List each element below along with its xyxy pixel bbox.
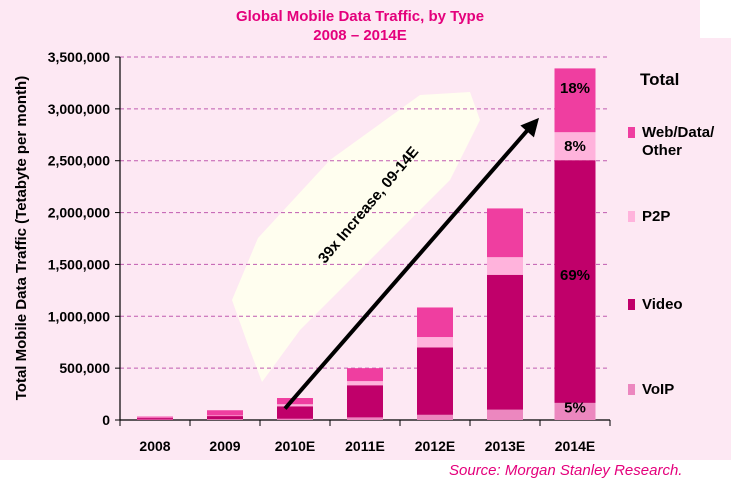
y-tick-label: 3,500,000 bbox=[48, 49, 110, 65]
legend-label: VoIP bbox=[642, 381, 675, 398]
bar-segment bbox=[487, 409, 523, 420]
bar-segment bbox=[277, 404, 313, 407]
legend-swatch bbox=[628, 211, 635, 222]
legend-swatch bbox=[628, 127, 635, 138]
y-axis-label: Total Mobile Data Traffic (Tetabyte per … bbox=[13, 75, 30, 401]
legend-swatch bbox=[628, 384, 635, 395]
bar-segment bbox=[347, 385, 383, 418]
y-tick-label: 3,000,000 bbox=[48, 101, 110, 117]
x-tick-label: 2009 bbox=[209, 438, 240, 454]
x-tick-label: 2014E bbox=[555, 438, 595, 454]
bar-segment bbox=[417, 347, 453, 415]
bar-segment bbox=[137, 419, 173, 420]
data-label-voip: 5% bbox=[564, 400, 586, 417]
bar-segment bbox=[417, 337, 453, 348]
y-tick-label: 500,000 bbox=[59, 360, 110, 376]
bar-segment bbox=[137, 417, 173, 419]
bar-segment bbox=[554, 160, 596, 403]
bar-segment bbox=[487, 208, 523, 258]
bar-segment bbox=[277, 398, 313, 405]
bar-segment bbox=[347, 417, 383, 420]
chart-title: Global Mobile Data Traffic, by Type 2008… bbox=[180, 7, 540, 45]
bar-segment bbox=[554, 402, 596, 420]
bar-segment bbox=[277, 406, 313, 419]
bar-segment bbox=[207, 419, 243, 420]
x-tick-label: 2013E bbox=[485, 438, 525, 454]
corner-panel bbox=[700, 0, 731, 38]
bar-segment bbox=[487, 274, 523, 410]
bar-segment bbox=[137, 416, 173, 418]
y-tick-label: 1,000,000 bbox=[48, 308, 110, 324]
legend-swatch bbox=[628, 299, 635, 310]
y-tick-label: 2,000,000 bbox=[48, 205, 110, 221]
x-tick-label: 2008 bbox=[139, 438, 170, 454]
data-label-p2p: 8% bbox=[564, 138, 586, 155]
bar-segment bbox=[207, 415, 243, 417]
x-tick-label: 2011E bbox=[345, 438, 385, 454]
chart-title-main: Global Mobile Data Traffic, by Type bbox=[235, 8, 485, 25]
y-tick-label: 1,500,000 bbox=[48, 256, 110, 272]
legend-title: Total bbox=[640, 70, 680, 89]
bar-segment bbox=[554, 68, 596, 133]
bar-segment bbox=[137, 417, 173, 420]
bar-segment bbox=[487, 257, 523, 275]
bar-segment bbox=[417, 307, 453, 338]
legend-label: Video bbox=[642, 296, 683, 313]
x-tick-label: 2012E bbox=[415, 438, 455, 454]
bar-segment bbox=[277, 418, 313, 420]
chart-subtitle: 2008 – 2014E bbox=[313, 27, 407, 44]
arrow-highlight-band bbox=[232, 92, 480, 382]
bar-segment bbox=[417, 414, 453, 420]
legend-label: Web/Data/Other bbox=[642, 124, 715, 159]
bar-segment bbox=[347, 368, 383, 382]
growth-arrow-line bbox=[283, 122, 535, 410]
data-label-web-data-other: 18% bbox=[560, 80, 590, 97]
bar-segment bbox=[347, 381, 383, 386]
x-tick-label: 2010E bbox=[275, 438, 315, 454]
y-tick-label: 2,500,000 bbox=[48, 153, 110, 169]
bar-segment bbox=[207, 410, 243, 416]
growth-arrow-head bbox=[520, 117, 539, 138]
legend-label: P2P bbox=[642, 208, 671, 225]
source-note: Source: Morgan Stanley Research. bbox=[449, 462, 683, 479]
y-tick-label: 0 bbox=[102, 412, 110, 428]
bar-segment bbox=[554, 132, 596, 161]
data-label-video: 69% bbox=[560, 267, 590, 284]
bar-segment bbox=[207, 416, 243, 420]
